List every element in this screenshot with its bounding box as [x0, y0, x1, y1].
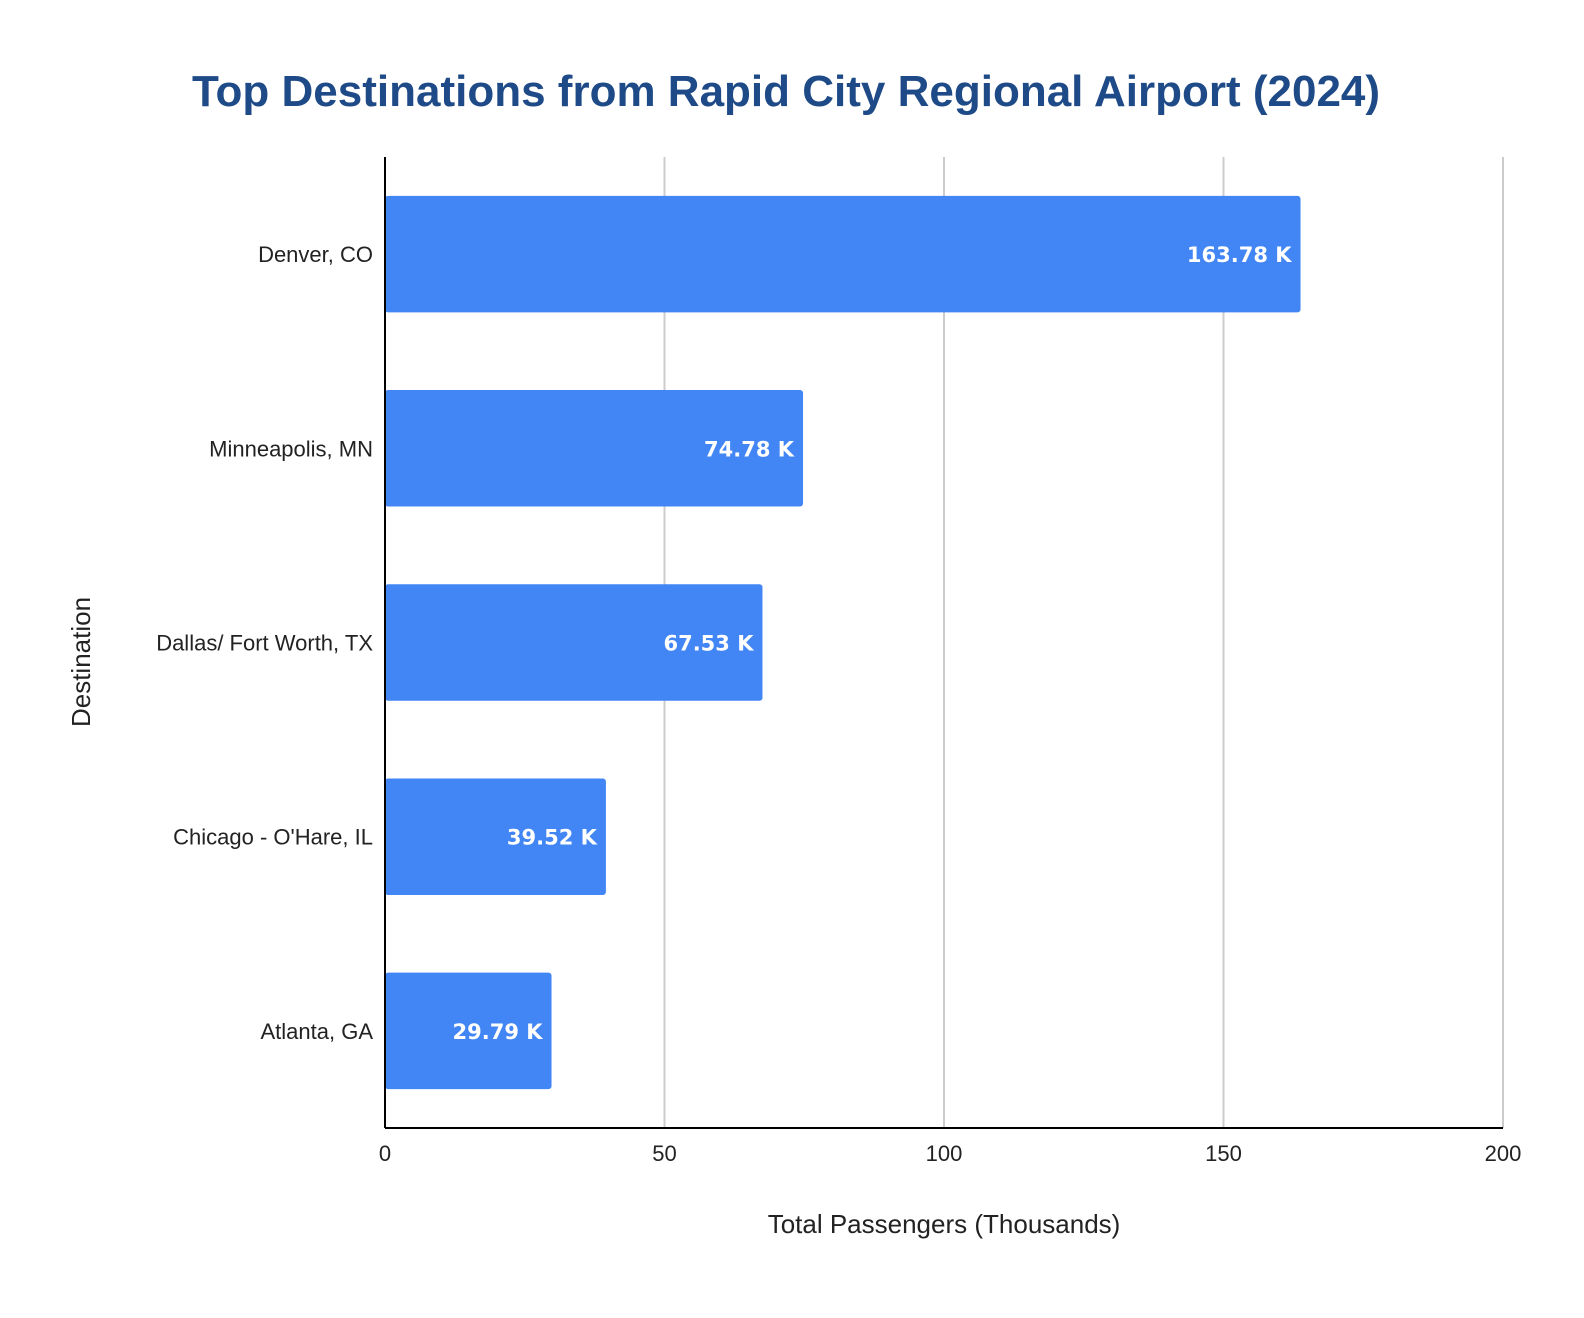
x-tick-label-150: 150 — [1205, 1141, 1242, 1166]
chart-title: Top Destinations from Rapid City Regiona… — [192, 67, 1380, 116]
x-tick-label-100: 100 — [926, 1141, 963, 1166]
data-label-1: 163.78 K — [1187, 243, 1292, 267]
bar-3 — [385, 584, 763, 701]
x-tick-label-200: 200 — [1485, 1141, 1522, 1166]
category-label-3: Dallas/ Fort Worth, TX — [156, 631, 373, 656]
y-axis-title: Destination — [66, 597, 96, 727]
x-tick-label-50: 50 — [652, 1141, 676, 1166]
data-label-4: 39.52 K — [507, 826, 598, 850]
category-label-1: Denver, CO — [258, 242, 373, 267]
category-label-5: Atlanta, GA — [260, 1019, 373, 1044]
data-label-5: 29.79 K — [453, 1020, 544, 1044]
bar-1 — [385, 195, 1301, 313]
bars — [385, 195, 1301, 1090]
bar-2 — [385, 390, 804, 507]
bar-4 — [385, 778, 606, 895]
data-label-2: 74.78 K — [704, 437, 795, 461]
labels: 0 50 100 150 200 163.78 K Denver, CO 74.78 K Min… — [156, 242, 1521, 1166]
category-label-2: Minneapolis, MN — [209, 436, 373, 461]
bar-5 — [385, 972, 552, 1090]
x-tick-label-0: 0 — [379, 1141, 391, 1166]
category-label-4: Chicago - O'Hare, IL — [173, 825, 373, 850]
x-axis-title: Total Passengers (Thousands) — [768, 1209, 1121, 1239]
data-label-3: 67.53 K — [663, 632, 754, 656]
